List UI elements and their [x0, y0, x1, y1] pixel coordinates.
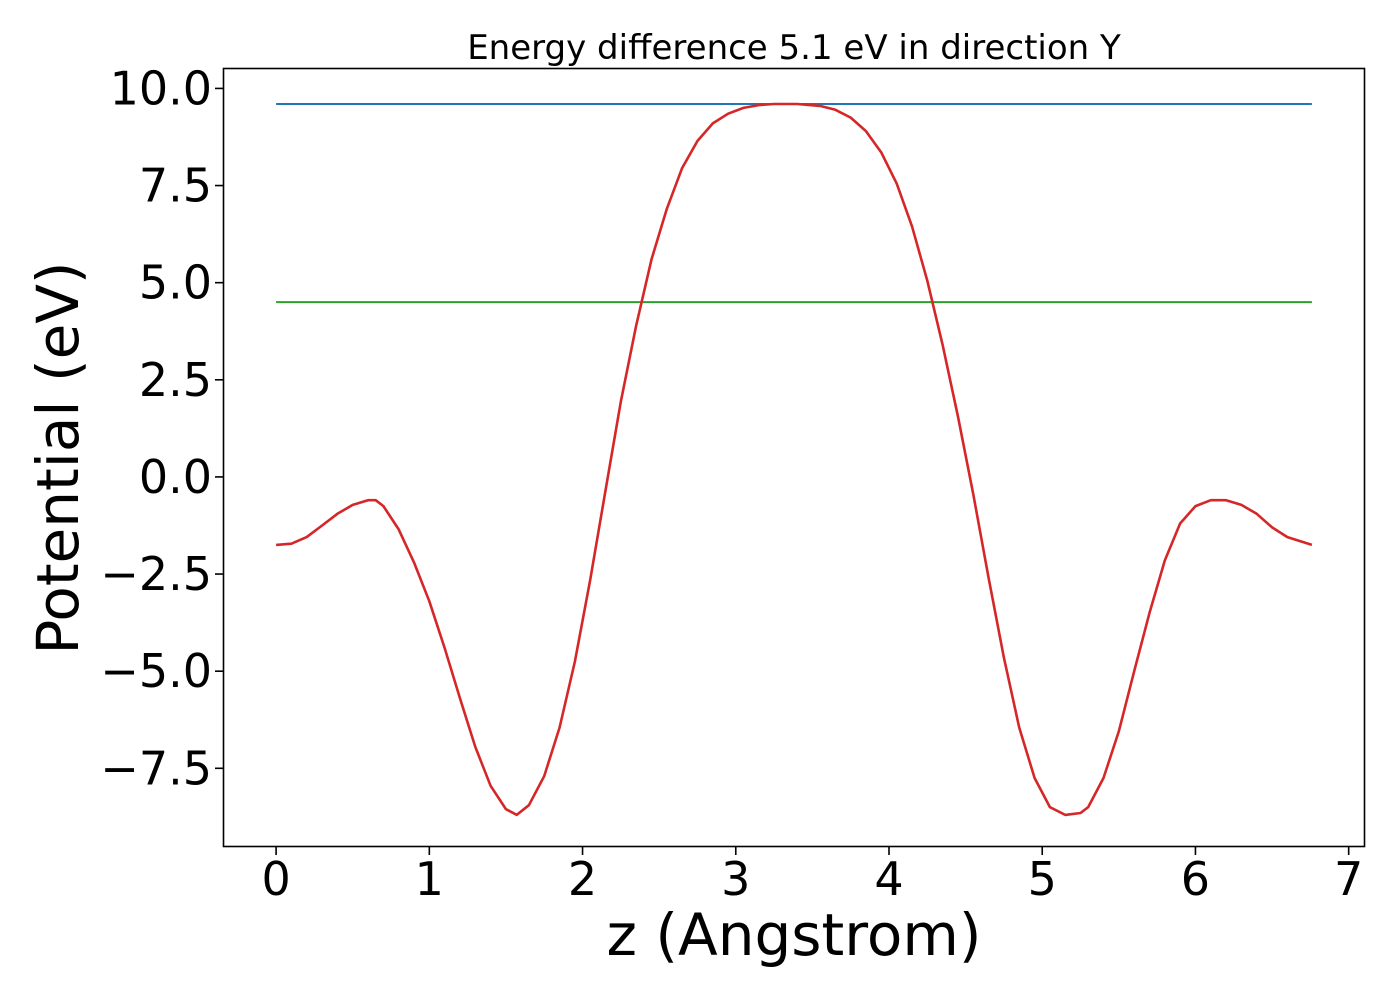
y-tick-label: −5.0: [100, 644, 212, 698]
x-tick-label: 1: [415, 852, 444, 906]
x-tick-label: 4: [874, 852, 903, 906]
y-tick-label: −7.5: [100, 741, 212, 795]
x-tick-label: 6: [1181, 852, 1210, 906]
plot-area: [275, 102, 1313, 817]
x-tick-label: 7: [1334, 852, 1363, 906]
y-tick-label: 7.5: [139, 159, 212, 213]
y-tick-label: 10.0: [110, 61, 212, 115]
y-tick-label: 2.5: [139, 353, 212, 407]
y-axis-label: Potential (eV): [24, 261, 92, 654]
chart-title: Energy difference 5.1 eV in direction Y: [467, 28, 1121, 68]
x-tick-label: 5: [1028, 852, 1057, 906]
plot-frame: [222, 67, 1366, 848]
y-tick-label: 5.0: [139, 256, 212, 310]
x-tick-label: 2: [568, 852, 597, 906]
x-tick-label: 0: [261, 852, 290, 906]
x-tick-label: 3: [721, 852, 750, 906]
x-axis-label: z (Angstrom): [607, 901, 982, 969]
x-axis: 0 1 2 3 4 5 6 7: [261, 846, 1363, 906]
series-line-3: [275, 102, 1313, 817]
y-tick-label: 0.0: [139, 450, 212, 504]
y-axis: −7.5 −5.0 −2.5 0.0 2.5 5.0 7.5 10.0: [100, 61, 224, 795]
y-tick-label: −2.5: [100, 547, 212, 601]
